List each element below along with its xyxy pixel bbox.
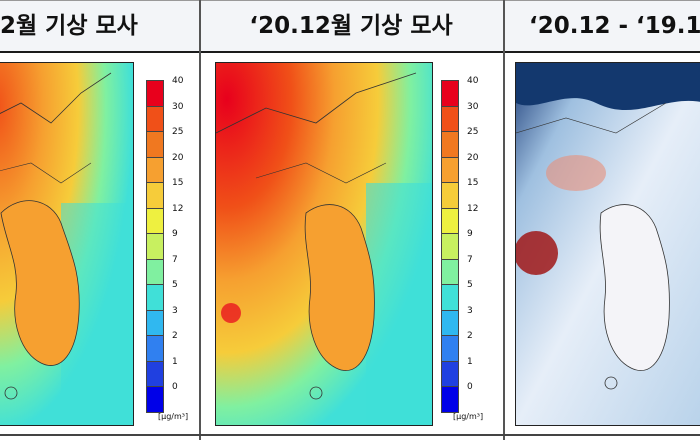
colorbar-swatch: [441, 207, 459, 235]
colorbar-swatch: [146, 258, 164, 286]
colorbar-swatch: [146, 131, 164, 158]
colorbar-tick-label: 12: [467, 203, 479, 214]
panel-middle: 40 30 25 20 15 12 9 7 5 3 2 1 0 [μg/m³]: [201, 52, 503, 432]
colorbar-swatch: [441, 335, 459, 362]
colorbar-tick-label: 2: [172, 331, 178, 341]
colorbar-tick-label: 7: [172, 254, 178, 265]
title-left: 2월 기상 모사: [0, 13, 138, 39]
colorbar-swatch: [441, 386, 459, 413]
colorbar-swatch: [146, 156, 164, 184]
colorbar-tick-label: 20: [467, 152, 479, 163]
colorbar-tick-label: 3: [467, 305, 473, 316]
colorbar-swatch: [146, 335, 164, 362]
colorbar-swatch: [146, 182, 164, 209]
colorbar-tick-label: 3: [172, 305, 178, 316]
colorbar-tick-label: 0: [467, 382, 473, 392]
colorbar-swatch: [441, 233, 459, 260]
colorbar-tick-label: 20: [172, 152, 184, 163]
colorbar-tick-label: 5: [467, 280, 473, 290]
colorbar-tick-label: 7: [467, 254, 473, 265]
colorbar-tick-label: 9: [172, 229, 178, 239]
colorbar-swatch: [441, 105, 459, 133]
colorbar-swatch: [441, 284, 459, 311]
colorbar-tick-label: 2: [467, 331, 473, 341]
colorbar-tick-label: 5: [172, 280, 178, 290]
column-divider: [503, 0, 505, 440]
panel-left: 40 30 25 20 15 12 9 7 5 3 2 1 0 [μg/m³]: [0, 52, 199, 432]
colorbar-swatch: [146, 284, 164, 311]
colorbar-tick-label: 30: [467, 101, 479, 112]
colorbar-tick-label: 9: [467, 229, 473, 239]
colorbar-swatch: [441, 258, 459, 286]
title-middle: ‘20.12월 기상 모사: [249, 13, 453, 39]
colorbar-swatch: [146, 386, 164, 413]
colorbar-swatch: [146, 80, 164, 107]
colorbar-swatch: [146, 360, 164, 388]
unit-label: [μg/m³]: [158, 412, 189, 421]
colorbar-tick-label: 0: [172, 382, 178, 392]
colorbar-swatch: [146, 309, 164, 337]
header-row: 2월 기상 모사 ‘20.12월 기상 모사 ‘20.12 - ‘19.12월: [0, 0, 700, 53]
korea-diff-map-icon: [515, 62, 700, 426]
colorbar-tick-label: 30: [172, 101, 184, 112]
colorbar-swatch: [441, 131, 459, 158]
colorbar-tick-label: 25: [467, 127, 479, 137]
panel-right: [505, 52, 700, 432]
colorbar-tick-label: 25: [172, 127, 184, 137]
colorbar-tick-label: 15: [172, 178, 184, 188]
colorbar-swatch: [146, 105, 164, 133]
colorbar-swatch: [146, 233, 164, 260]
colorbar-tick-label: 12: [172, 203, 184, 214]
colorbar-swatch: [441, 156, 459, 184]
title-right: ‘20.12 - ‘19.12월: [529, 13, 700, 39]
colorbar-tick-label: 40: [172, 76, 184, 86]
colorbar-swatch: [441, 309, 459, 337]
colorbar-tick-label: 15: [467, 178, 479, 188]
colorbar-tick-label: 40: [467, 76, 479, 86]
unit-label: [μg/m³]: [453, 412, 484, 421]
bottom-rule: [0, 434, 700, 436]
column-divider: [199, 0, 201, 440]
colorbar-swatch: [146, 207, 164, 235]
colorbar-tick-label: 1: [467, 356, 473, 367]
colorbar-swatch: [441, 80, 459, 107]
korea-pm-map-icon: [0, 62, 134, 426]
colorbar-swatch: [441, 182, 459, 209]
korea-pm-map-icon: [215, 62, 433, 426]
colorbar-tick-label: 1: [172, 356, 178, 367]
colorbar-swatch: [441, 360, 459, 388]
